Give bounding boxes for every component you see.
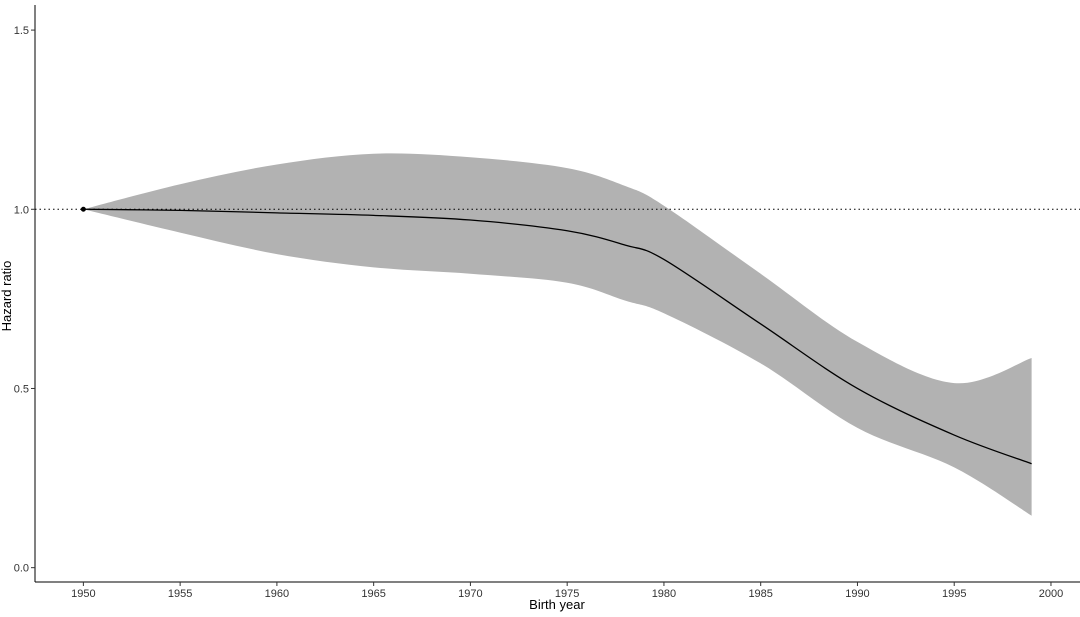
axes: 1950 1955 1960 1965 1970 1975 1980 1985 1990 1995… (14, 5, 1080, 600)
x-tick-label: 1990 (845, 588, 869, 600)
reference-point (80, 206, 86, 212)
x-tick-label: 1985 (748, 588, 772, 600)
x-tick-label: 1955 (168, 588, 192, 600)
x-tick-label: 1960 (265, 588, 289, 600)
y-tick-label: 1.5 (14, 25, 29, 37)
series-line-layer (80, 206, 1032, 465)
hazard-ratio-line (83, 208, 1032, 465)
x-tick-label: 1970 (458, 588, 482, 600)
y-axis-title: Hazard ratio (0, 261, 14, 332)
x-tick-label: 1995 (942, 588, 966, 600)
x-axis-title: Birth year (529, 597, 585, 612)
y-tick-label: 0.0 (14, 563, 29, 575)
confidence-band (83, 153, 1032, 516)
y-tick-label: 0.5 (14, 383, 29, 395)
x-tick-label: 1965 (361, 588, 385, 600)
x-tick-label: 1980 (652, 588, 676, 600)
x-tick-label: 2000 (1039, 588, 1063, 600)
x-tick-label: 1975 (555, 588, 579, 600)
y-tick-label: 1.0 (14, 204, 29, 216)
confidence-band-layer (83, 153, 1032, 516)
x-tick-label: 1950 (71, 588, 95, 600)
